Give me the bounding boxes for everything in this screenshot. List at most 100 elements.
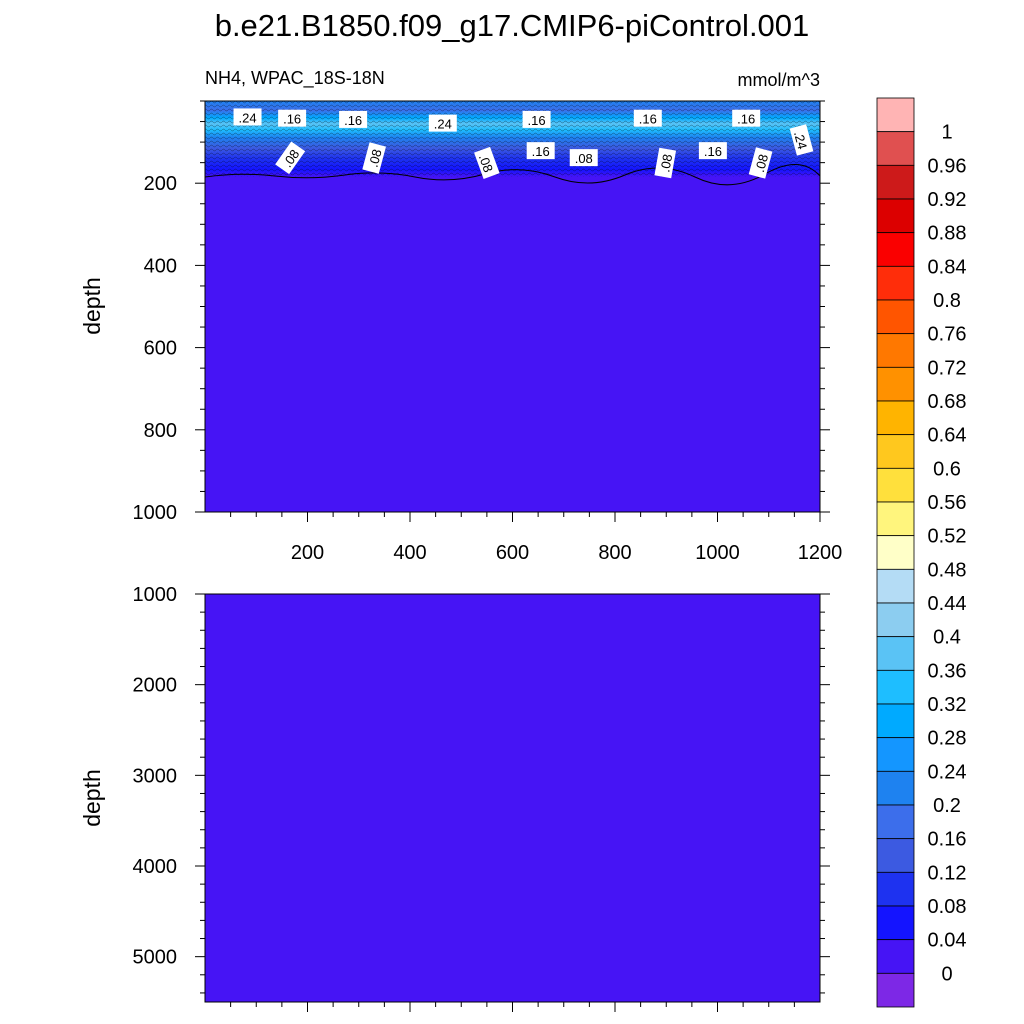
contour-label: .08 — [748, 147, 773, 179]
upper-y-axis-label: depth — [79, 277, 105, 335]
contour-label-text: .08 — [366, 148, 385, 169]
colorbar-swatch — [876, 669, 915, 705]
colorbar-label: 0.36 — [928, 660, 967, 682]
contour-label-text: .16 — [532, 144, 550, 159]
subtitle-units: mmol/m^3 — [738, 70, 820, 90]
contour-label-text: .16 — [704, 144, 722, 159]
colorbar-swatch — [876, 972, 915, 1008]
colorbar-label: 0.24 — [928, 761, 967, 783]
upper-y-tick-label: 600 — [144, 338, 177, 360]
upper-contour-labels: .24 .16 .16 .24 .16 .16 .16 .24 .08 .08 .08 .16 .08.… — [233, 108, 814, 179]
lower-panel: 1000 2000 3000 4000 5000 depth — [79, 584, 830, 1012]
colorbar-label: 0.88 — [928, 223, 967, 245]
figure-title: b.e21.B1850.f09_g17.CMIP6-piControl.001 — [215, 8, 810, 43]
colorbar-swatch — [876, 366, 915, 402]
colorbar-label: 0.44 — [928, 593, 967, 615]
colorbar-label: 0.2 — [933, 795, 961, 817]
lower-y-tick-label: 5000 — [133, 947, 178, 969]
colorbar-swatch — [876, 198, 915, 234]
colorbar-label: 0.08 — [928, 896, 967, 918]
contour-label: .16 — [278, 109, 307, 127]
lower-y-tick-label: 2000 — [133, 675, 178, 697]
colorbar-label: 0.56 — [928, 492, 967, 514]
colorbar-label: 0.96 — [928, 155, 967, 177]
upper-x-tick-label: 1000 — [695, 542, 740, 564]
contour-label-text: .24 — [434, 117, 452, 132]
colorbar-label: 0.84 — [928, 256, 967, 278]
contour-label-text: .16 — [283, 112, 301, 127]
colorbar-swatch — [876, 164, 915, 200]
upper-contour-lines — [205, 101, 820, 177]
contour-label: .16 — [522, 110, 551, 128]
colorbar-label: 0.48 — [928, 559, 967, 581]
upper-y-tick-label: 800 — [144, 420, 177, 442]
contour-label: .16 — [633, 109, 662, 127]
colorbar-label: 0.52 — [928, 526, 967, 548]
colorbar: 1 0.96 0.92 0.88 0.84 0.8 0.76 0.72 0.68 0.64 0.6 0… — [876, 97, 967, 1008]
colorbar-swatch — [876, 804, 915, 840]
colorbar-swatch — [876, 434, 915, 469]
colorbar-label: 0.04 — [928, 930, 967, 952]
colorbar-swatch — [876, 636, 915, 671]
colorbar-label: 0.32 — [928, 694, 967, 716]
contour-label: .08 — [569, 149, 598, 167]
contour-label-text: .16 — [737, 112, 755, 127]
upper-plot-frame — [204, 100, 821, 513]
upper-axis-ticks: 200 400 600 800 1000 1200 200 400 600 800 1000 — [133, 100, 843, 564]
contour-label: .08 — [474, 146, 500, 179]
contour-label-text: .16 — [344, 113, 362, 128]
contour-label-text: .08 — [476, 152, 496, 174]
contour-label-text: .16 — [639, 112, 657, 127]
colorbar-swatch — [876, 535, 915, 570]
colorbar-swatch — [876, 770, 915, 806]
colorbar-label: 0.6 — [933, 458, 961, 480]
colorbar-label: 0.64 — [928, 425, 967, 447]
colorbar-label: 0.12 — [928, 862, 967, 884]
colorbar-swatch — [876, 905, 915, 941]
lower-plot-frame — [204, 593, 821, 1003]
colorbar-swatch — [876, 265, 915, 301]
contour-label-text: .16 — [528, 113, 546, 128]
colorbar-swatch — [876, 871, 915, 907]
contour-label: .24 — [233, 108, 262, 126]
upper-y-tick-label: 400 — [144, 255, 177, 277]
subtitle-left: NH4, WPAC_18S-18N — [205, 68, 385, 89]
colorbar-swatch — [876, 467, 915, 503]
colorbar-label: 0.16 — [928, 829, 967, 851]
upper-contour-edge — [204, 164, 821, 186]
contour-label-text: .08 — [575, 151, 593, 166]
contour-label: .08 — [654, 147, 677, 179]
colorbar-label: 0.4 — [933, 627, 961, 649]
colorbar-swatch — [876, 97, 915, 133]
upper-x-tick-label: 400 — [393, 542, 426, 564]
colorbar-swatch — [876, 131, 915, 166]
colorbar-label: 0.8 — [933, 290, 961, 312]
upper-y-tick-label: 1000 — [133, 502, 178, 524]
colorbar-swatch — [876, 703, 915, 739]
colorbar-label: 0.76 — [928, 324, 967, 346]
colorbar-swatch — [876, 400, 915, 436]
colorbar-label: 0.68 — [928, 391, 967, 413]
contour-label: .08 — [362, 142, 386, 174]
upper-x-tick-label: 1200 — [798, 542, 843, 564]
colorbar-label: 0.28 — [928, 728, 967, 750]
colorbar-swatch — [876, 232, 915, 267]
upper-x-tick-label: 200 — [291, 542, 324, 564]
contour-label: .24 — [789, 124, 814, 156]
colorbar-swatch — [876, 568, 915, 604]
contour-label: .16 — [698, 142, 727, 160]
colorbar-label: 0 — [941, 963, 952, 985]
colorbar-swatch — [876, 333, 915, 368]
lower-y-tick-label: 1000 — [133, 584, 178, 606]
colorbar-label: 1 — [941, 122, 952, 144]
upper-x-tick-label: 600 — [496, 542, 529, 564]
colorbar-swatch — [876, 501, 915, 537]
colorbar-label: 0.92 — [928, 189, 967, 211]
contour-label: .16 — [732, 109, 761, 127]
upper-panel: .24 .16 .16 .24 .16 .16 .16 .24 .08 .08 .08 .16 .08.… — [79, 100, 843, 564]
lower-axis-ticks: 1000 2000 3000 4000 5000 — [133, 584, 830, 1012]
contour-label: .16 — [339, 110, 368, 128]
colorbar-swatch — [876, 299, 915, 335]
colorbar-label: 0.72 — [928, 357, 967, 379]
